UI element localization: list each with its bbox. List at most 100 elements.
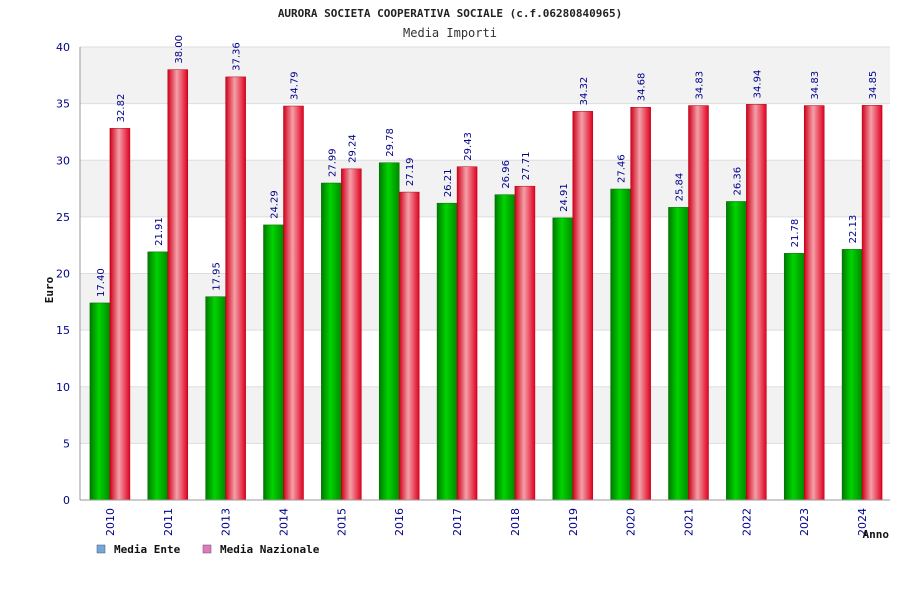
x-axis-ticks: 2010 2011 2013 2014 2015 2016 2017 2018 2019 2020… [104, 508, 869, 536]
chart-subtitle: Media Importi [403, 26, 497, 40]
data-label: 34.83 [695, 71, 706, 100]
y-tick-label: 15 [56, 324, 70, 337]
data-label: 34.79 [290, 71, 301, 100]
bar-media-ente-2019 [552, 217, 574, 501]
data-label: 17.40 [96, 268, 107, 297]
data-label: 29.78 [385, 128, 396, 157]
bar-media-nazionale-2015 [341, 168, 362, 501]
y-tick-label: 30 [56, 154, 70, 167]
bar-media-ente-2016 [378, 162, 400, 501]
data-label: 27.71 [521, 152, 532, 181]
x-tick-label: 2013 [220, 508, 233, 536]
plot-band [80, 443, 890, 500]
y-tick-label: 35 [56, 98, 70, 111]
y-tick-label: 20 [56, 268, 70, 281]
bar-media-ente-2011 [147, 251, 169, 501]
bar-media-nazionale-2021 [688, 105, 709, 501]
data-label: 34.32 [579, 77, 590, 106]
data-label: 27.19 [405, 157, 416, 186]
chart-title: AURORA SOCIETA COOPERATIVA SOCIALE (c.f.… [278, 7, 622, 20]
data-label: 29.24 [347, 134, 358, 163]
plot-band [80, 386, 890, 444]
data-label: 24.91 [559, 183, 570, 212]
bar-media-nazionale-2011 [167, 69, 189, 501]
data-label: 38.00 [174, 35, 185, 64]
x-tick-label: 2015 [335, 508, 348, 536]
data-label: 26.96 [501, 160, 512, 189]
bar-media-nazionale-2018 [514, 185, 536, 501]
y-tick-label: 5 [63, 437, 70, 450]
x-tick-label: 2017 [451, 508, 464, 536]
data-label: 34.85 [868, 71, 879, 100]
x-tick-label: 2014 [278, 508, 291, 536]
x-tick-label: 2024 [856, 508, 869, 536]
bar-media-nazionale-2023 [803, 105, 825, 501]
bar-media-ente-2020 [610, 188, 631, 501]
x-tick-label: 2023 [798, 508, 811, 536]
y-tick-label: 25 [56, 211, 70, 224]
x-axis-label: Anno [863, 528, 890, 541]
data-label: 17.95 [212, 262, 223, 291]
legend-swatch-media-nazionale [202, 544, 212, 554]
bar-media-ente-2022 [726, 201, 747, 501]
x-tick-label: 2019 [567, 508, 580, 536]
data-label: 34.94 [752, 70, 763, 99]
x-tick-label: 2021 [683, 508, 696, 536]
plot-band [80, 273, 890, 331]
bar-media-ente-2014 [263, 224, 284, 501]
x-tick-label: 2022 [740, 508, 753, 536]
bar-media-ente-2024 [841, 249, 863, 501]
data-label: 26.36 [732, 167, 743, 196]
data-label: 32.82 [116, 94, 127, 123]
bar-media-ente-2018 [494, 194, 516, 501]
plot-band [80, 216, 890, 274]
bar-media-nazionale-2016 [398, 191, 420, 501]
data-label: 24.29 [270, 190, 281, 219]
plot-band [80, 160, 890, 217]
data-label: 34.68 [637, 73, 648, 102]
bar-media-nazionale-2013 [225, 76, 246, 501]
x-tick-label: 2011 [162, 508, 175, 536]
bar-media-nazionale-2022 [746, 104, 767, 501]
bar-media-ente-2015 [321, 182, 342, 501]
x-tick-label: 2020 [625, 508, 638, 536]
data-label: 29.43 [463, 132, 474, 161]
data-label: 22.13 [848, 215, 859, 244]
data-label: 27.46 [617, 154, 628, 183]
data-label: 25.84 [675, 173, 686, 202]
data-label: 37.36 [232, 42, 243, 71]
plot-band [80, 330, 890, 387]
bar-media-nazionale-2014 [283, 105, 304, 501]
bar-media-ente-2017 [436, 202, 458, 501]
bar-media-ente-2010 [89, 302, 111, 501]
plot-band [80, 103, 890, 161]
legend-swatch-media-ente [96, 544, 106, 554]
bar-media-nazionale-2024 [861, 105, 883, 501]
bars: 17.40 32.82 21.91 38.00 17.95 37.36 24.29 34.79… [89, 35, 883, 501]
bar-media-nazionale-2019 [572, 111, 594, 501]
legend-label-media-ente: Media Ente [114, 543, 181, 556]
bar-media-nazionale-2020 [630, 106, 651, 501]
y-axis-ticks: 0 5 10 15 20 25 30 35 40 [56, 41, 70, 507]
legend: Media Ente Media Nazionale [96, 543, 320, 556]
y-axis-label: Euro [43, 276, 56, 303]
bar-media-nazionale-2010 [109, 128, 131, 501]
y-tick-label: 10 [56, 381, 70, 394]
x-tick-label: 2018 [509, 508, 522, 536]
data-label: 26.21 [443, 169, 454, 198]
data-label: 34.83 [810, 71, 821, 100]
bar-media-nazionale-2017 [456, 166, 478, 501]
legend-label-media-nazionale: Media Nazionale [220, 543, 320, 556]
x-tick-label: 2010 [104, 508, 117, 536]
plot-band [80, 47, 890, 104]
data-label: 21.91 [154, 217, 165, 246]
data-label: 27.99 [327, 148, 338, 177]
bar-media-ente-2023 [783, 253, 805, 501]
y-tick-label: 40 [56, 41, 70, 54]
bar-media-ente-2013 [205, 296, 226, 501]
x-tick-label: 2016 [393, 508, 406, 536]
bar-media-ente-2021 [668, 207, 689, 501]
y-tick-label: 0 [63, 494, 70, 507]
data-label: 21.78 [790, 219, 801, 248]
